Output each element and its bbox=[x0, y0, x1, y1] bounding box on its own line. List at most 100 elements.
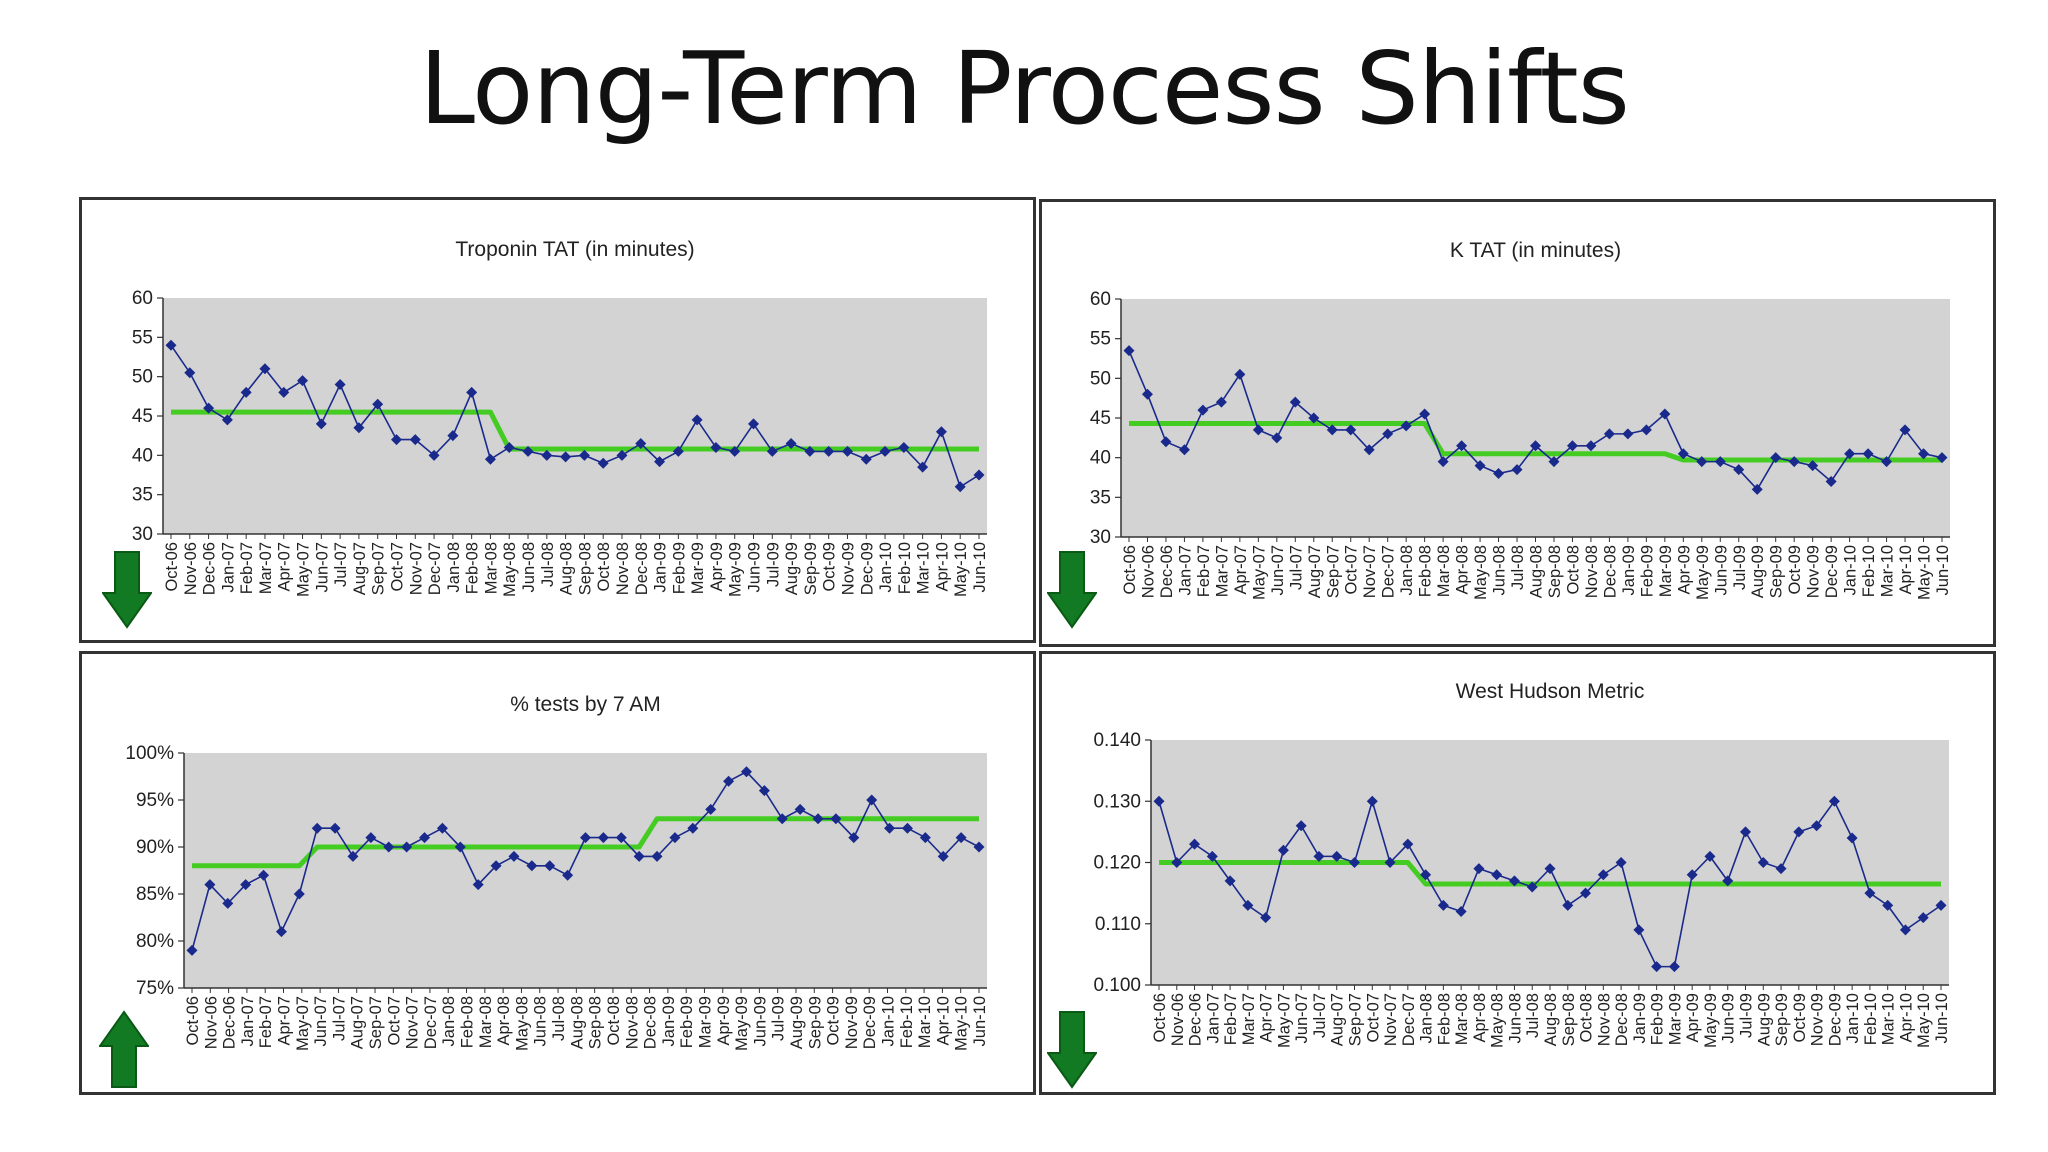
x-tick-label: Apr-08 bbox=[1454, 545, 1472, 595]
y-tick-label: 95% bbox=[136, 790, 174, 811]
x-tick-label: Dec-08 bbox=[642, 996, 660, 1049]
x-tick-label: Dec-07 bbox=[1380, 545, 1398, 598]
x-tick-label: Mar-09 bbox=[1657, 545, 1675, 597]
y-tick-label: 0.100 bbox=[1093, 975, 1141, 996]
x-tick-label: Aug-09 bbox=[788, 996, 806, 1049]
data-point bbox=[447, 430, 459, 442]
process-mean-line bbox=[192, 816, 979, 869]
x-tick-label: Jan-09 bbox=[652, 542, 670, 592]
x-tick-label: Feb-07 bbox=[257, 996, 275, 1048]
x-tick-label: Jun-10 bbox=[971, 542, 989, 592]
x-tick-label: May-09 bbox=[733, 996, 751, 1051]
chart-troponin-tat: Troponin TAT (in minutes) 30 35 40 45 50 55 60 O… bbox=[132, 238, 989, 597]
data-point bbox=[954, 481, 966, 493]
x-tick-label: Jul-07 bbox=[332, 542, 350, 587]
x-tick-label: Sep-09 bbox=[806, 996, 824, 1049]
x-tick-label: May-08 bbox=[513, 996, 531, 1051]
data-point bbox=[1544, 863, 1556, 875]
data-point bbox=[1511, 464, 1523, 476]
x-tick-label: May-09 bbox=[727, 542, 745, 597]
data-point bbox=[541, 449, 553, 461]
x-tick-label: May-10 bbox=[1916, 545, 1934, 600]
data-point bbox=[580, 832, 591, 844]
data-point bbox=[503, 441, 515, 453]
x-tick-label: Jun-07 bbox=[1269, 545, 1287, 595]
data-point bbox=[1788, 456, 1800, 468]
x-tick-label: Jun-07 bbox=[312, 996, 330, 1046]
data-point bbox=[1331, 850, 1343, 862]
x-tick-label: Jul-09 bbox=[770, 996, 788, 1041]
data-point bbox=[347, 850, 359, 862]
x-tick-label: Mar-09 bbox=[1666, 993, 1684, 1045]
x-tick-label: Mar-07 bbox=[1240, 993, 1258, 1045]
chart-tests-by-7am: % tests by 7 AM 75% 80% 85% 90% 95% 100% Oct-06… bbox=[125, 693, 989, 1051]
data-point bbox=[597, 832, 609, 844]
slide-title: Long-Term Process Shifts bbox=[419, 30, 1630, 147]
x-tick-label: Oct-08 bbox=[1578, 993, 1596, 1043]
x-tick-label: Sep-08 bbox=[587, 996, 605, 1049]
x-tick-label: Dec-06 bbox=[221, 996, 239, 1049]
x-tick-label: Nov-06 bbox=[182, 542, 200, 595]
data-point bbox=[401, 841, 413, 853]
x-tick-label: Feb-07 bbox=[1222, 993, 1240, 1045]
x-tick-label: May-07 bbox=[1250, 545, 1268, 600]
data-point bbox=[633, 850, 645, 862]
data-point bbox=[1775, 863, 1787, 875]
data-point bbox=[1455, 906, 1467, 917]
x-tick-label: Jan-09 bbox=[1620, 545, 1638, 595]
x-tick-label: Apr-09 bbox=[715, 996, 733, 1046]
x-tick-label: Jul-08 bbox=[539, 542, 557, 587]
data-point bbox=[901, 822, 913, 834]
y-tick-label: 0.140 bbox=[1093, 730, 1141, 751]
x-tick-label: Feb-10 bbox=[896, 542, 914, 594]
x-tick-label: Feb-09 bbox=[1638, 545, 1656, 597]
x-tick-label: Nov-08 bbox=[614, 542, 632, 595]
data-point bbox=[729, 445, 741, 457]
y-tick-label: 50 bbox=[1090, 368, 1111, 389]
data-point bbox=[973, 469, 985, 481]
x-tick-label: Feb-10 bbox=[1860, 545, 1878, 597]
x-tick-label: Apr-07 bbox=[276, 542, 294, 592]
x-tick-label: Dec-06 bbox=[201, 542, 219, 595]
data-point bbox=[1862, 448, 1874, 460]
data-point bbox=[1751, 483, 1763, 495]
data-point bbox=[1917, 912, 1929, 924]
data-point bbox=[1349, 857, 1360, 868]
data-point bbox=[1141, 388, 1153, 400]
data-point bbox=[635, 438, 647, 450]
x-tick-label: May-10 bbox=[1915, 993, 1933, 1048]
data-point bbox=[1668, 961, 1680, 973]
data-point bbox=[615, 832, 627, 844]
y-tick-label: 50 bbox=[132, 367, 153, 388]
data-point bbox=[204, 879, 216, 891]
x-tick-label: Mar-07 bbox=[1213, 545, 1231, 597]
x-tick-label: Feb-08 bbox=[464, 542, 482, 594]
data-point bbox=[830, 813, 842, 825]
data-point bbox=[1566, 440, 1578, 452]
x-tick-label: Mar-10 bbox=[1879, 545, 1897, 597]
data-point bbox=[1936, 452, 1948, 464]
y-tick-label: 40 bbox=[1090, 448, 1111, 469]
data-point bbox=[1326, 424, 1338, 436]
x-tick-label: Dec-09 bbox=[1823, 545, 1841, 598]
data-point bbox=[1622, 428, 1634, 440]
data-point bbox=[973, 841, 985, 853]
data-point bbox=[1807, 460, 1819, 472]
x-tick-label: Dec-09 bbox=[861, 996, 879, 1049]
x-tick-label: Aug-07 bbox=[1329, 993, 1347, 1046]
x-tick-label: Sep-08 bbox=[1560, 993, 1578, 1046]
x-tick-label: Aug-08 bbox=[558, 542, 576, 595]
data-point bbox=[860, 453, 872, 465]
x-tick-label: Mar-09 bbox=[689, 542, 707, 594]
x-tick-label: Apr-07 bbox=[1258, 993, 1276, 1043]
x-tick-label: Jun-08 bbox=[532, 996, 550, 1046]
y-tick-label: 55 bbox=[1090, 329, 1111, 350]
arrow-down-icon bbox=[102, 551, 152, 629]
x-tick-label: May-07 bbox=[1275, 993, 1293, 1048]
x-tick-label: Nov-06 bbox=[1139, 545, 1157, 598]
x-tick-label: Nov-07 bbox=[1382, 993, 1400, 1046]
y-tick-label: 45 bbox=[132, 406, 153, 427]
data-point bbox=[1899, 424, 1911, 436]
arrow-down-icon bbox=[1047, 551, 1097, 629]
